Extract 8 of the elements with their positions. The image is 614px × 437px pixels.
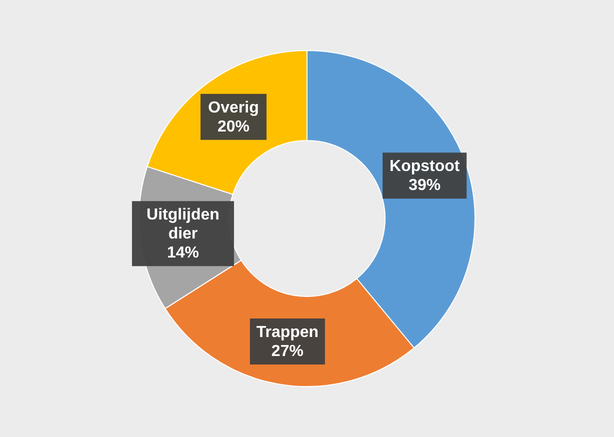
slice-label: Overig	[208, 99, 259, 116]
slice-label: Trappen	[256, 324, 319, 341]
data-label: 14%	[166, 244, 199, 262]
data-label: 27%	[271, 342, 304, 360]
slice-label: Kopstoot	[390, 158, 460, 176]
slice-label: Uitglijden dier	[146, 206, 220, 243]
data-label: 20%	[218, 118, 250, 136]
data-label: 39%	[408, 177, 441, 194]
